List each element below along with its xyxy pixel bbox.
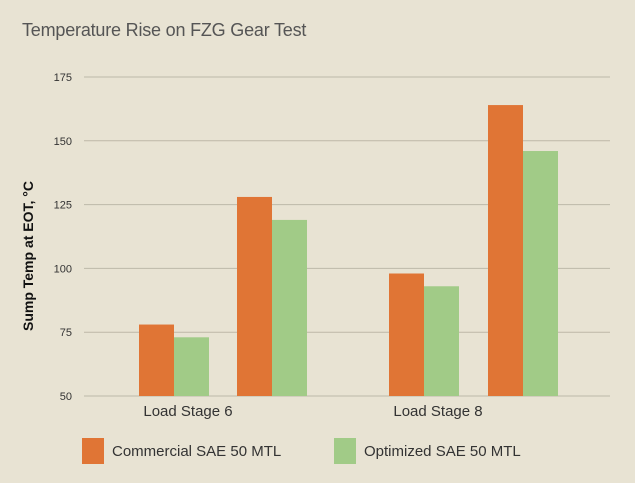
legend-label-optimized: Optimized SAE 50 MTL <box>364 442 521 460</box>
y-tick-label-50: 50 <box>60 391 72 403</box>
x-category-label-2: Load Stage 8 <box>393 403 482 420</box>
legend-item-optimized: Optimized SAE 50 MTL <box>334 438 521 464</box>
bar-2-optimized-2 <box>523 151 558 396</box>
bar-2-commercial-2 <box>488 105 523 397</box>
bar-2-optimized-1 <box>424 286 459 396</box>
bar-1-commercial-2 <box>237 196 272 396</box>
bar-1-optimized-1 <box>174 337 209 396</box>
y-tick-label-75: 75 <box>60 327 72 339</box>
bar-1-commercial-1 <box>139 324 174 396</box>
y-tick-label-100: 100 <box>54 263 72 275</box>
legend-swatch-commercial <box>82 438 104 464</box>
bar-1-optimized-2 <box>272 219 307 396</box>
legend-swatch-optimized <box>334 438 356 464</box>
legend-label-commercial: Commercial SAE 50 MTL <box>112 442 282 460</box>
chart-title: Temperature Rise on FZG Gear Test <box>22 20 307 40</box>
y-tick-label-175: 175 <box>54 72 72 84</box>
y-tick-label-150: 150 <box>54 136 72 148</box>
bar-2-commercial-1 <box>389 273 424 396</box>
legend-item-commercial: Commercial SAE 50 MTL <box>82 438 281 464</box>
y-tick-label-125: 125 <box>54 200 72 212</box>
x-category-label-1: Load Stage 6 <box>143 403 232 420</box>
